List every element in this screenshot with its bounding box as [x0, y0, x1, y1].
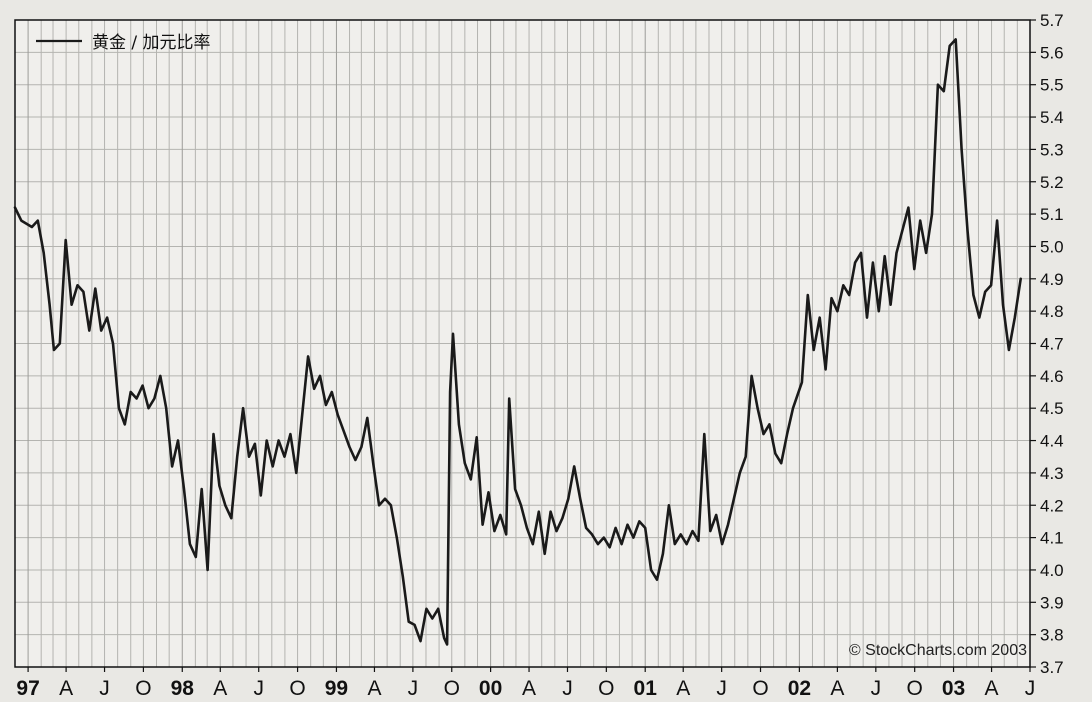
x-tick-label: O [289, 677, 305, 700]
x-tick-label: A [367, 677, 381, 700]
x-tick-label: J [99, 677, 110, 700]
x-tick-label: J [562, 677, 573, 700]
y-axis: 3.7 3.8 3.9 4.0 4.1 4.2 4.3 4.4 4.5 4.6 4.7 4.8 4.9 5… [1030, 11, 1064, 677]
x-tick-label: O [444, 677, 460, 700]
y-tick-label: 5.6 [1040, 43, 1064, 62]
x-tick-label: 99 [325, 677, 348, 700]
y-tick-label: 4.9 [1040, 270, 1064, 289]
x-tick-label: J [253, 677, 264, 700]
x-tick-label: 02 [788, 677, 811, 700]
y-tick-label: 4.4 [1040, 432, 1064, 451]
x-tick-label: J [871, 677, 882, 700]
x-tick-label: 97 [16, 677, 39, 700]
x-tick-label: J [716, 677, 727, 700]
y-tick-label: 5.4 [1040, 108, 1064, 127]
x-tick-label: 00 [479, 677, 502, 700]
x-tick-label: O [907, 677, 923, 700]
y-tick-label: 5.0 [1040, 237, 1064, 256]
x-tick-label: A [59, 677, 73, 700]
y-tick-label: 3.9 [1040, 593, 1064, 612]
x-tick-label: A [985, 677, 999, 700]
x-tick-label: 98 [171, 677, 195, 700]
y-tick-label: 3.7 [1040, 658, 1064, 677]
y-tick-label: 5.5 [1040, 76, 1064, 95]
x-tick-label: A [830, 677, 844, 700]
y-tick-label: 5.3 [1040, 140, 1064, 159]
x-tick-label: O [135, 677, 151, 700]
copyright-text: © StockCharts.com 2003 [849, 642, 1027, 659]
y-tick-label: 5.7 [1040, 11, 1064, 30]
y-tick-label: 5.1 [1040, 205, 1064, 224]
x-tick-label: J [408, 677, 419, 700]
y-tick-label: 3.8 [1040, 626, 1064, 645]
y-tick-label: 4.1 [1040, 529, 1064, 548]
legend-label: 黄金 / 加元比率 [92, 33, 211, 53]
x-tick-label: O [752, 677, 768, 700]
y-tick-label: 4.6 [1040, 367, 1064, 386]
legend: 黄金 / 加元比率 [36, 33, 211, 53]
y-tick-label: 5.2 [1040, 173, 1064, 192]
y-tick-label: 4.2 [1040, 496, 1064, 515]
ratio-series-line [13, 38, 1022, 646]
x-tick-label: O [598, 677, 614, 700]
y-tick-label: 4.8 [1040, 302, 1064, 321]
x-tick-label: A [676, 677, 690, 700]
x-axis: 97 A J O 98 A J O 99 A J O 00 A J O 01 A J O 02 A J O 03 A J [16, 667, 1035, 700]
x-tick-label: A [213, 677, 227, 700]
y-tick-label: 4.3 [1040, 464, 1064, 483]
y-tick-label: 4.5 [1040, 399, 1064, 418]
grid-lines [14, 19, 1031, 668]
y-tick-label: 4.7 [1040, 335, 1064, 354]
x-tick-label: A [522, 677, 536, 700]
x-tick-label: 01 [634, 677, 658, 700]
x-tick-label: 03 [942, 677, 965, 700]
x-tick-label: J [1025, 677, 1036, 700]
y-tick-label: 4.0 [1040, 561, 1064, 580]
